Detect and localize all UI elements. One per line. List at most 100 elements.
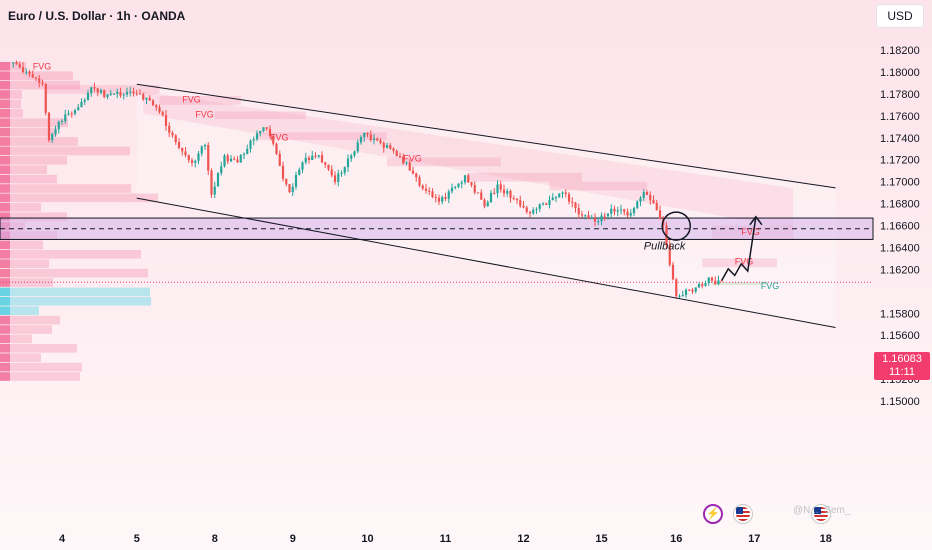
candle-body (278, 153, 281, 166)
fvg-zone (468, 172, 582, 182)
volume-bar-core (0, 99, 10, 109)
candle-body (25, 71, 28, 73)
lightning-icon[interactable]: ⚡ (703, 504, 723, 524)
volume-bar-core (0, 118, 10, 127)
candle-body (593, 217, 597, 222)
candle-body (200, 146, 203, 154)
time-tick-label: 18 (820, 533, 832, 545)
volume-bar-core (0, 212, 10, 221)
volume-bar-core (0, 137, 10, 146)
candle-body (515, 198, 519, 201)
candle-body (470, 182, 473, 186)
candle-body (408, 162, 411, 171)
candle-body (590, 217, 593, 219)
candle-body (236, 159, 239, 163)
candle-body (226, 155, 229, 162)
volume-bar (0, 146, 130, 156)
candle-body (411, 170, 415, 174)
candle-body (376, 138, 379, 141)
projection-path (721, 216, 757, 281)
candle-body (710, 277, 714, 281)
candle-body (519, 200, 522, 206)
last-price-value: 1.16083 (882, 353, 922, 365)
candle-body (262, 127, 265, 132)
candle-body (304, 157, 307, 163)
pullback-label: Pullback (644, 240, 686, 252)
candle-body (184, 151, 187, 156)
candle-body (584, 215, 587, 217)
candle-body (38, 78, 41, 83)
candle-body (132, 91, 135, 94)
currency-button[interactable]: USD (876, 4, 924, 28)
volume-bar (0, 109, 23, 118)
candle-body (249, 140, 252, 149)
channel-fill (136, 84, 836, 328)
volume-bar-core (0, 174, 10, 184)
candle-body (353, 151, 356, 156)
candle-body (177, 142, 181, 148)
candle-body (220, 166, 223, 174)
candle-body (476, 192, 480, 194)
candle-body (363, 132, 366, 138)
candle-body (86, 93, 90, 101)
candle-body (93, 87, 96, 89)
time-tick-label: 16 (670, 533, 682, 545)
volume-bar-core (0, 109, 10, 118)
volume-bar (0, 344, 77, 353)
candle-body (294, 174, 298, 187)
candle-body (168, 126, 171, 133)
candle-body (28, 71, 31, 75)
price-tick-label: 1.18000 (880, 67, 920, 79)
candle-body (632, 208, 636, 214)
projection-arrowhead (749, 215, 763, 226)
candle-body (73, 110, 77, 114)
candle-body (437, 197, 441, 202)
volume-bar (0, 156, 67, 165)
volume-bar-core (0, 203, 10, 212)
volume-bar-core (0, 372, 10, 381)
candle-body (671, 264, 675, 280)
candle-body (333, 175, 337, 182)
candle-body (379, 140, 382, 143)
us-flag-icon[interactable] (733, 504, 753, 524)
fvg-zone (549, 181, 647, 191)
candle-body (369, 134, 372, 141)
candle-body (587, 215, 590, 219)
candle-body (31, 74, 34, 78)
volume-bar (0, 297, 151, 306)
candle-body (636, 201, 639, 209)
candle-body (171, 132, 174, 136)
candle-body (532, 209, 535, 214)
candle-body (623, 209, 626, 212)
candle-body (138, 93, 142, 95)
volume-bar-core (0, 193, 10, 203)
symbol-title[interactable]: Euro / U.S. Dollar · 1h · OANDA (8, 9, 186, 23)
candle-body (311, 155, 314, 160)
candle-body (151, 100, 155, 106)
candle-body (480, 192, 483, 200)
fvg-label: FVG (735, 257, 754, 267)
candle-body (164, 115, 168, 127)
volume-bar-core (0, 184, 10, 193)
candle-body (216, 173, 220, 187)
volume-bar (0, 212, 67, 221)
candle-body (535, 208, 538, 210)
candle-body (181, 147, 184, 152)
volume-bar (0, 203, 41, 212)
candle-body (54, 129, 57, 134)
candle-body (483, 199, 486, 207)
candle-body (350, 155, 353, 159)
volume-bar-core (0, 297, 10, 306)
candle-body (496, 184, 499, 194)
time-tick-label: 10 (361, 533, 373, 545)
volume-bar (0, 325, 52, 334)
volume-bar (0, 250, 141, 259)
volume-bar (0, 287, 150, 297)
candle-body (691, 289, 694, 292)
volume-bar (0, 362, 82, 372)
us-flag-icon[interactable] (811, 504, 831, 524)
candle-body (707, 277, 710, 284)
candle-body (506, 191, 509, 194)
